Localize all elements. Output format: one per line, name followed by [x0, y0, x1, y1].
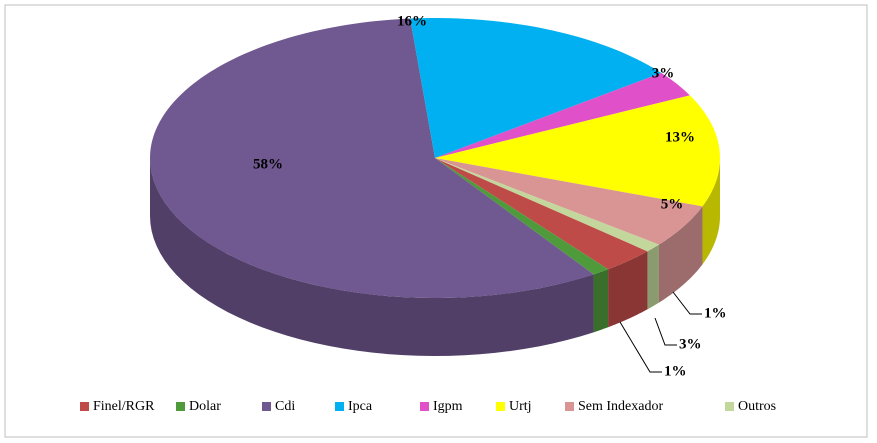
pie-side: [150, 158, 594, 356]
legend-swatch: [262, 402, 271, 411]
legend-swatch: [725, 402, 734, 411]
legend-label: Urtj: [509, 399, 532, 414]
pie-slice: [435, 72, 690, 158]
legend-label: Cdi: [275, 399, 295, 414]
legend-label: Outros: [738, 399, 776, 414]
legend-swatch: [176, 402, 185, 411]
leader-line: [654, 317, 677, 346]
pie-side: [647, 244, 659, 310]
pie-side: [658, 206, 703, 303]
data-label: 1%: [704, 305, 727, 321]
legend-label: Finel/RGR: [93, 399, 155, 414]
legend-swatch: [420, 402, 429, 411]
data-label: 13%: [665, 129, 695, 145]
pie-side: [593, 269, 609, 333]
pie-slice: [435, 158, 703, 245]
pie-slice: [435, 158, 609, 275]
pie-slice: [435, 95, 720, 207]
legend-swatch: [80, 402, 89, 411]
legend-label: Ipca: [348, 399, 373, 414]
pie-slice: [435, 158, 659, 252]
pie-slice: [435, 158, 648, 270]
legend-label: Dolar: [189, 399, 221, 414]
legend-label: Igpm: [433, 399, 463, 414]
legend-swatch: [335, 402, 344, 411]
data-label: 1%: [664, 363, 687, 379]
data-label: 58%: [253, 156, 283, 172]
data-label: 3%: [652, 65, 675, 81]
legend-label: Sem Indexador: [578, 399, 663, 414]
data-label: 3%: [679, 336, 702, 352]
legend-swatch: [565, 402, 574, 411]
legend-swatch: [496, 402, 505, 411]
pie-slice: [150, 18, 594, 298]
pie-side: [608, 251, 648, 328]
leader-line: [672, 291, 702, 315]
data-label: 16%: [397, 13, 427, 29]
pie-side: [702, 158, 720, 265]
data-label: 5%: [661, 196, 684, 212]
pie-slice: [410, 18, 662, 159]
leader-line: [619, 321, 662, 373]
